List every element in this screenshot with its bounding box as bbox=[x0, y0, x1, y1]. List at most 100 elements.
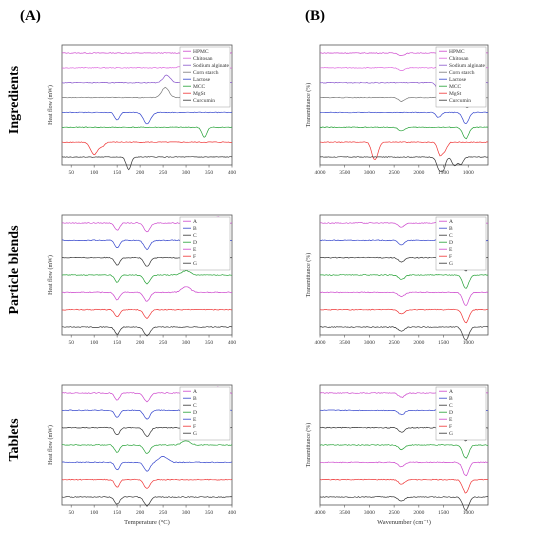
x-tick-label: 200 bbox=[136, 510, 145, 516]
row-label-ingredients: Ingredients bbox=[7, 65, 22, 134]
legend-label-d: D bbox=[449, 240, 453, 246]
x-tick-label: 50 bbox=[68, 340, 74, 346]
legend-label-b: B bbox=[449, 396, 453, 402]
legend-label-a: A bbox=[193, 219, 197, 225]
legend-label-g: G bbox=[449, 261, 453, 267]
legend-box bbox=[435, 386, 487, 441]
x-tick-label: 300 bbox=[182, 170, 191, 176]
x-tick-label: 2500 bbox=[389, 170, 400, 176]
x-tick-label: 50 bbox=[68, 170, 74, 176]
legend-label-a: A bbox=[193, 389, 197, 395]
column-label-b: (B) bbox=[305, 8, 325, 24]
series-line-d bbox=[62, 440, 233, 454]
series-line-lactose bbox=[61, 111, 233, 125]
legend-label-c: C bbox=[449, 233, 453, 239]
legend-label-curcumin: Curcumin bbox=[449, 98, 471, 104]
x-tick-label: 2000 bbox=[413, 170, 424, 176]
legend-label-d: D bbox=[193, 240, 197, 246]
series-line-e bbox=[61, 456, 233, 472]
series-line-curcumin bbox=[320, 156, 489, 173]
series-line-lactose bbox=[319, 111, 489, 124]
x-tick-label: 1500 bbox=[438, 170, 449, 176]
series-line-g bbox=[319, 326, 489, 341]
legend-label-corn-starch: Corn starch bbox=[193, 70, 219, 76]
series-line-e bbox=[319, 291, 489, 306]
legend-label-mcc: MCC bbox=[193, 84, 206, 90]
series-line-e bbox=[319, 461, 489, 477]
series-line-mcc bbox=[319, 126, 489, 140]
plot-frame bbox=[319, 44, 489, 166]
x-tick-label: 250 bbox=[159, 510, 168, 516]
x-tick-label: 3000 bbox=[364, 170, 375, 176]
legend-label-c: C bbox=[193, 233, 197, 239]
x-tick-label: 3000 bbox=[364, 510, 375, 516]
legend-label-g: G bbox=[193, 261, 197, 267]
x-tick-label: 1000 bbox=[463, 340, 474, 346]
series-line-g bbox=[319, 496, 488, 511]
panel-a-ingredients: 50 100 150 200 250 300 350 400 Heat flow (mW) HPM… bbox=[47, 44, 237, 176]
x-tick-label: 150 bbox=[113, 170, 122, 176]
legend-label-g: G bbox=[193, 431, 197, 437]
legend-label-e: E bbox=[449, 247, 453, 253]
series-line-mgst bbox=[319, 141, 489, 161]
x-tick-label: 400 bbox=[228, 510, 237, 516]
x-tick-label: 100 bbox=[90, 170, 99, 176]
x-tick-label: 2000 bbox=[413, 510, 424, 516]
x-tick-label: 4000 bbox=[315, 170, 326, 176]
x-axis-label: Temperature (°C) bbox=[124, 519, 170, 526]
legend-label-f: F bbox=[449, 424, 452, 430]
column-label-a: (A) bbox=[20, 8, 41, 24]
y-axis-label: Transmittance (%) bbox=[305, 83, 312, 128]
legend-label-g: G bbox=[449, 431, 453, 437]
x-tick-label: 350 bbox=[205, 170, 214, 176]
legend-label-hpmc: HPMC bbox=[193, 49, 209, 55]
legend-label-d: D bbox=[449, 410, 453, 416]
legend-label-f: F bbox=[193, 254, 196, 260]
legend-label-chitosan: Chitosan bbox=[193, 56, 213, 62]
x-tick-label: 50 bbox=[68, 510, 74, 516]
x-tick-label: 2000 bbox=[413, 340, 424, 346]
row-label-tablets: Tablets bbox=[7, 418, 22, 462]
legend-label-b: B bbox=[193, 396, 197, 402]
panel-a-particle-blends: 50 100 150 200 250 300 350 400 Heat flow (mW) ABC… bbox=[47, 214, 236, 346]
legend-label-b: B bbox=[193, 226, 197, 232]
legend-label-mgst: MgSt bbox=[193, 91, 206, 97]
legend-box bbox=[435, 216, 487, 271]
legend-label-hpmc: HPMC bbox=[449, 49, 465, 55]
x-tick-label: 100 bbox=[90, 510, 99, 516]
legend-label-corn-starch: Corn starch bbox=[449, 70, 475, 76]
x-tick-label: 3000 bbox=[364, 340, 375, 346]
row-label-particle-blends: Particle blends bbox=[7, 225, 22, 315]
x-tick-label: 1500 bbox=[438, 340, 449, 346]
series-line-d bbox=[319, 274, 489, 289]
x-tick-label: 150 bbox=[113, 510, 122, 516]
series-line-f bbox=[319, 478, 489, 494]
legend-label-sodium-alginate: Sodium alginate bbox=[193, 63, 229, 69]
x-tick-label: 250 bbox=[159, 340, 168, 346]
x-tick-label: 3500 bbox=[339, 510, 350, 516]
x-tick-label: 150 bbox=[113, 340, 122, 346]
legend-label-f: F bbox=[193, 424, 196, 430]
legend-label-chitosan: Chitosan bbox=[449, 56, 469, 62]
series-line-d bbox=[319, 444, 489, 459]
legend-label-sodium-alginate: Sodium alginate bbox=[449, 63, 485, 69]
x-tick-label: 3500 bbox=[339, 170, 350, 176]
y-axis-label: Heat flow (mW) bbox=[47, 85, 54, 125]
legend-label-a: A bbox=[449, 219, 453, 225]
x-tick-label: 100 bbox=[90, 340, 99, 346]
x-tick-label: 350 bbox=[205, 340, 214, 346]
legend-label-lactose: Lactose bbox=[193, 77, 211, 83]
legend-label-c: C bbox=[449, 403, 453, 409]
x-tick-label: 1000 bbox=[463, 170, 474, 176]
series-line-mgst bbox=[61, 141, 233, 156]
x-tick-label: 1500 bbox=[438, 510, 449, 516]
x-tick-label: 300 bbox=[182, 510, 191, 516]
x-tick-label: 200 bbox=[136, 340, 145, 346]
series-line-f bbox=[319, 308, 488, 324]
y-axis-label: Heat flow (mW) bbox=[47, 425, 54, 465]
legend-label-a: A bbox=[449, 389, 453, 395]
x-tick-label: 400 bbox=[228, 170, 237, 176]
series-line-e bbox=[61, 286, 233, 302]
y-axis-label: Heat flow (mW) bbox=[47, 255, 54, 295]
